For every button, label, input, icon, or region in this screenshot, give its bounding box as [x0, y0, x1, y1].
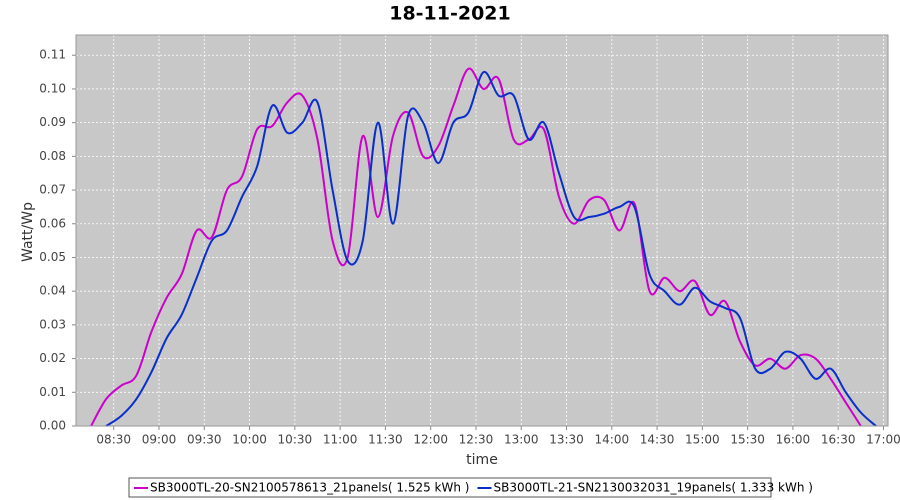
x-axis-label: time — [466, 452, 498, 468]
x-tick-label: 16:30 — [821, 433, 856, 447]
y-tick-label: 0.11 — [39, 48, 66, 62]
x-tick-label: 10:30 — [278, 433, 313, 447]
x-tick-label: 10:00 — [232, 433, 267, 447]
x-tick-label: 14:00 — [595, 433, 630, 447]
y-tick-label: 0.00 — [39, 419, 66, 433]
y-tick-label: 0.05 — [39, 250, 66, 264]
y-tick-label: 0.10 — [39, 81, 66, 95]
series-line — [90, 67, 862, 427]
x-tick-label: 15:30 — [730, 433, 765, 447]
x-tick-label: 11:30 — [368, 433, 403, 447]
x-tick-label: 09:00 — [142, 433, 177, 447]
y-tick-label: 0.03 — [39, 317, 66, 331]
legend — [128, 477, 772, 498]
legend-label: SB3000TL-20-SN2100578613_21panels( 1.525… — [150, 481, 469, 495]
x-tick-label: 13:30 — [549, 433, 584, 447]
y-tick-label: 0.04 — [39, 284, 66, 298]
y-tick-label: 0.07 — [39, 183, 66, 197]
x-tick-label: 16:00 — [776, 433, 811, 447]
y-tick-label: 0.08 — [39, 149, 66, 163]
x-tick-label: 09:30 — [187, 433, 222, 447]
x-tick-label: 15:00 — [685, 433, 720, 447]
y-tick-label: 0.09 — [39, 115, 66, 129]
x-tick-label: 11:00 — [323, 433, 358, 447]
x-tick-label: 17:00 — [866, 433, 900, 447]
series-line — [105, 71, 877, 427]
x-tick-label: 13:00 — [504, 433, 539, 447]
x-tick-label: 14:30 — [640, 433, 675, 447]
y-tick-label: 0.01 — [39, 385, 66, 399]
plot-border — [75, 34, 889, 427]
x-tick-label: 08:30 — [96, 433, 131, 447]
y-tick-label: 0.06 — [39, 216, 66, 230]
y-axis-label: Watt/Wp — [20, 202, 36, 262]
x-tick-label: 12:30 — [459, 433, 494, 447]
legend-label: SB3000TL-21-SN2130032031_19panels( 1.333… — [493, 481, 812, 495]
y-tick-label: 0.02 — [39, 351, 66, 365]
x-tick-label: 12:00 — [413, 433, 448, 447]
chart-title: 18-11-2021 — [389, 3, 511, 25]
